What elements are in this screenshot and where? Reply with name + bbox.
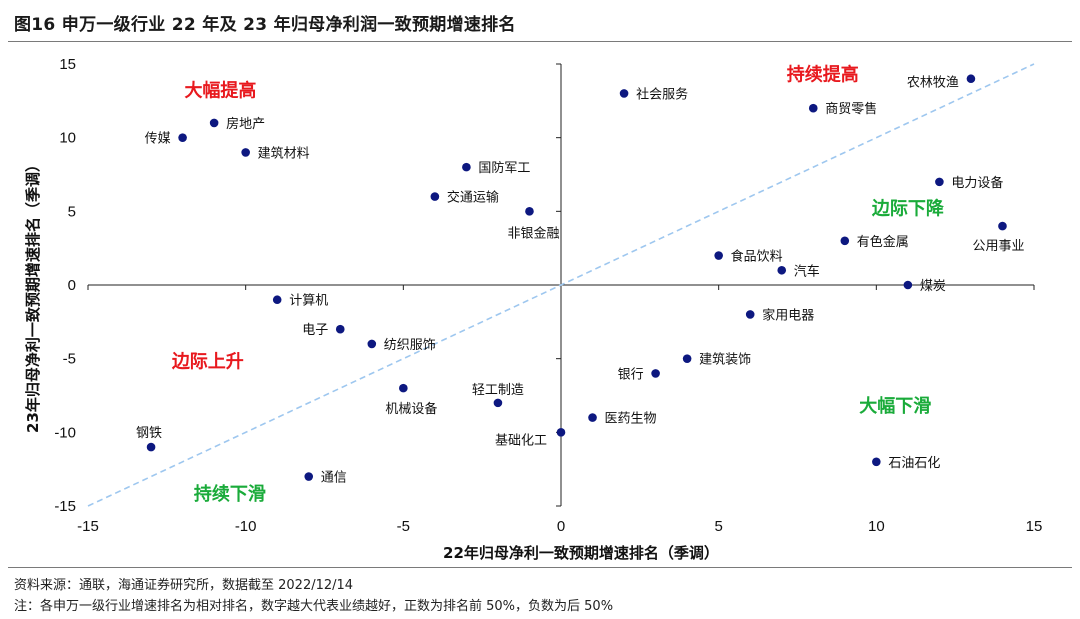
data-point [178, 133, 187, 142]
data-point [777, 265, 787, 275]
data-point [462, 162, 471, 172]
point-label: 银行 [618, 367, 644, 382]
scatter-chart: -15 -10 -5 0 5 10 15 15 10 5 0 -5 -10 -15 社会服务 农林牧渔商贸零… [24, 56, 1043, 562]
quadrant-label: 持续提高 [787, 63, 859, 85]
footnote: 注：各申万一级行业增速排名为相对排名，数字越大代表业绩越好，正数为排名前 50%… [14, 599, 614, 614]
point-label: 社会服务 [636, 86, 688, 102]
data-point [588, 413, 597, 422]
data-point [525, 207, 534, 216]
data-point [556, 428, 566, 437]
point-label: 公用事业 [972, 239, 1024, 254]
data-point [272, 295, 282, 305]
point-label: 国防军工 [478, 160, 530, 176]
x-tick-label: -10 [235, 518, 257, 535]
data-point [903, 280, 913, 290]
quadrant-label: 大幅提高 [184, 80, 256, 102]
x-tick-label: 0 [557, 518, 565, 535]
x-axis-label: 22年归母净利一致预期增速排名（季调） [443, 544, 719, 562]
data-point [335, 324, 345, 334]
data-point [146, 442, 156, 452]
point-label: 机械设备 [385, 401, 437, 417]
data-point [209, 118, 219, 128]
quadrant-label: 持续下滑 [194, 483, 266, 505]
data-point [935, 177, 944, 187]
bottom-rule [8, 567, 1072, 568]
y-tick-label: 5 [68, 203, 76, 220]
point-label: 医药生物 [605, 412, 657, 427]
x-tick-label: 5 [714, 518, 722, 535]
quadrant-label: 边际上升 [171, 352, 244, 373]
x-tick-label: 15 [1026, 518, 1043, 535]
point-label: 传媒 [145, 132, 171, 147]
point-labels: 社会服务 农林牧渔商贸零售房地产传媒建筑材料国防军工电力设备交通运输非银金融公用事… [136, 76, 1024, 486]
point-label: 钢铁 [136, 426, 162, 441]
data-point [304, 472, 314, 481]
point-label: 计算机 [289, 294, 328, 309]
source-note: 资料来源：通联，海通证券研究所，数据截至 2022/12/14 [14, 578, 354, 593]
y-tick-label: 10 [59, 130, 76, 147]
data-point [682, 354, 692, 363]
x-tick-label: -15 [77, 518, 99, 535]
y-axis-label: 23年归母净利一致预期增速排名（季调） [24, 157, 42, 433]
point-label: 电力设备 [951, 175, 1003, 191]
data-point [808, 103, 818, 113]
data-point [840, 236, 850, 246]
point-label: 纺织服饰 [384, 338, 436, 353]
point-label: 食品饮料 [731, 249, 783, 265]
point-label: 交通运输 [447, 190, 499, 206]
y-tick-label: -5 [63, 351, 76, 368]
point-label: 商贸零售 [825, 101, 877, 117]
point-label: 石油石化 [888, 456, 940, 471]
point-label: 煤炭 [920, 279, 946, 294]
data-points [146, 74, 1007, 481]
data-point [998, 221, 1007, 231]
quadrant-label: 边际下降 [871, 197, 945, 219]
top-rule [8, 41, 1072, 42]
reference-line [87, 63, 1035, 507]
point-label: 电子 [302, 323, 328, 338]
point-label: 通信 [321, 471, 347, 486]
point-label: 建筑材料 [258, 145, 310, 161]
data-point [872, 457, 881, 467]
data-point [399, 383, 408, 393]
y-tick-label: -10 [54, 424, 76, 441]
data-point [241, 148, 250, 157]
data-point [493, 398, 503, 408]
point-label: 建筑装饰 [699, 352, 751, 368]
y-tick-label: 0 [68, 277, 76, 294]
x-tick-label: -5 [397, 518, 410, 535]
quadrant-label: 大幅下滑 [859, 395, 931, 417]
point-label: 农林牧渔 [907, 76, 959, 91]
data-point [430, 192, 440, 201]
data-point [966, 74, 976, 84]
point-label: 房地产 [226, 116, 265, 132]
data-point [745, 310, 755, 319]
y-tick-label: -15 [54, 498, 76, 515]
data-point [367, 339, 377, 349]
x-tick-label: 10 [868, 518, 885, 535]
data-point [619, 89, 629, 98]
point-label: 轻工制造 [472, 383, 524, 398]
point-label: 有色金属 [857, 234, 909, 250]
data-point [714, 251, 723, 260]
chart-title: 图16 申万一级行业 22 年及 23 年归母净利润一致预期增速排名 [14, 15, 516, 35]
diagonal-line [87, 63, 1035, 507]
point-label: 非银金融 [507, 225, 559, 241]
point-label: 家用电器 [762, 307, 814, 323]
point-label: 汽车 [794, 263, 820, 279]
point-label: 基础化工 [495, 433, 547, 448]
data-point [651, 369, 660, 378]
y-tick-label: 15 [59, 56, 76, 73]
